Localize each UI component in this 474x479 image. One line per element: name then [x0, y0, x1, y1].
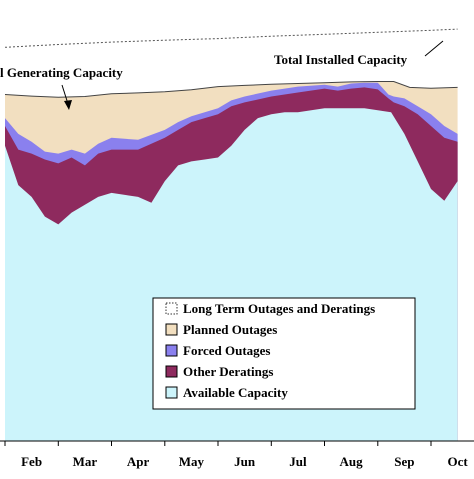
total-installed-capacity-label: Total Installed Capacity [274, 52, 408, 67]
x-axis-labels: Feb Mar Apr May Jun Jul Aug Sep Oct [21, 454, 468, 469]
legend-label: Other Deratings [183, 364, 273, 379]
legend-label: Available Capacity [183, 385, 288, 400]
x-tick-label-sep: Sep [394, 454, 414, 469]
net-generating-arrowhead [64, 100, 72, 110]
legend-label: Forced Outages [183, 343, 271, 358]
legend-swatch [165, 302, 178, 315]
total-installed-pointer [424, 40, 444, 57]
capacity-lines [4, 28, 458, 98]
x-tick-label-feb: Feb [21, 454, 42, 469]
legend-label: Long Term Outages and Deratings [183, 301, 375, 316]
net-generating-capacity-line [4, 81, 458, 98]
x-tick-label-aug: Aug [340, 454, 364, 469]
total-installed-capacity-line [4, 28, 458, 48]
x-axis-ticks [4, 441, 432, 446]
net-generating-capacity-label: l Generating Capacity [0, 65, 123, 80]
legend: Long Term Outages and Deratings Planned O… [152, 297, 416, 410]
legend-swatch [165, 323, 178, 336]
x-tick-label-oct: Oct [447, 454, 468, 469]
legend-label: Planned Outages [183, 322, 277, 337]
legend-items: Long Term Outages and Deratings Planned O… [165, 301, 375, 400]
legend-swatch [165, 365, 178, 378]
x-tick-label-mar: Mar [73, 454, 98, 469]
legend-swatch [165, 344, 178, 357]
legend-box [152, 297, 416, 410]
legend-swatch [165, 386, 178, 399]
x-tick-label-jun: Jun [234, 454, 256, 469]
x-tick-label-apr: Apr [127, 454, 150, 469]
x-tick-label-may: May [179, 454, 205, 469]
x-tick-label-jul: Jul [289, 454, 307, 469]
